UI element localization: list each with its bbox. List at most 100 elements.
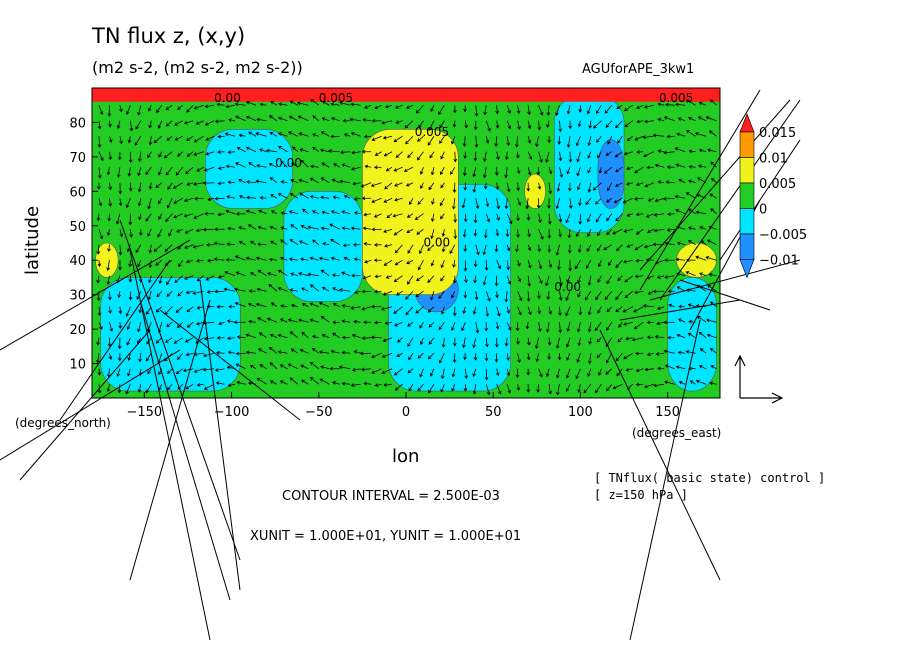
vector-arrow — [309, 361, 320, 370]
vector-arrow — [116, 368, 121, 377]
vector-arrow — [109, 322, 114, 332]
vector-arrow — [96, 213, 101, 222]
vector-arrow — [526, 337, 531, 346]
vector-arrow — [245, 115, 257, 122]
vector-arrow — [548, 182, 553, 195]
vector-arrow — [462, 229, 467, 238]
vector-arrow — [280, 160, 288, 168]
vector-arrow — [310, 164, 319, 169]
vector-arrow — [172, 182, 183, 189]
vector-arrow — [236, 380, 246, 385]
vector-arrow — [643, 244, 654, 249]
vector-arrow — [194, 196, 204, 201]
vector-arrow — [485, 384, 491, 396]
vector-arrow — [586, 213, 592, 223]
vector-arrow — [646, 335, 654, 340]
vector-arrow — [226, 195, 236, 199]
vector-arrow — [320, 195, 330, 200]
vector-arrow — [417, 151, 424, 161]
vector-arrow — [472, 384, 477, 395]
vector-arrow — [407, 337, 414, 347]
vector-arrow — [108, 353, 113, 360]
contour-region-1 — [205, 129, 293, 209]
vector-arrow — [117, 337, 122, 350]
vector-arrow — [217, 150, 225, 154]
vector-arrow — [408, 384, 414, 392]
vector-arrow — [654, 197, 665, 203]
vector-arrow — [255, 132, 267, 137]
vector-arrow — [596, 337, 602, 343]
vector-arrow — [267, 272, 278, 277]
vector-arrow — [257, 225, 267, 230]
vector-arrow — [440, 151, 445, 160]
vector-arrow — [647, 228, 654, 233]
vector-arrow — [202, 352, 215, 358]
vector-arrow — [452, 306, 457, 317]
vector-arrow — [710, 177, 717, 184]
vector-arrow — [475, 244, 480, 256]
vector-arrow — [205, 135, 215, 141]
vector-arrow — [374, 383, 382, 387]
vector-arrow — [107, 213, 112, 222]
vector-arrow — [633, 321, 644, 330]
vector-arrow — [145, 353, 152, 362]
vector-arrow — [343, 133, 351, 137]
vector-arrow — [202, 181, 215, 185]
vector-arrow — [710, 365, 717, 370]
vector-arrow — [575, 136, 581, 147]
vector-arrow — [245, 350, 257, 355]
vector-arrow — [635, 382, 644, 387]
vector-arrow — [363, 320, 372, 325]
colorbar-bin — [739, 157, 755, 184]
vector-arrow — [405, 135, 414, 145]
vector-arrow — [644, 367, 654, 372]
vector-arrow — [245, 209, 257, 215]
y-tick-label: 70 — [69, 151, 86, 166]
vector-arrow — [430, 167, 435, 176]
vector-arrow — [565, 291, 571, 301]
vector-arrow — [214, 119, 225, 124]
vector-arrow — [353, 197, 361, 201]
vector-arrow — [585, 260, 592, 269]
vector-arrow — [417, 197, 424, 205]
vector-arrow — [565, 337, 571, 348]
vector-arrow — [568, 260, 572, 272]
vector-arrow — [270, 210, 278, 215]
vector-arrow — [536, 198, 541, 209]
vector-arrow — [248, 289, 256, 293]
vector-arrow — [127, 136, 132, 144]
vector-arrow — [394, 244, 403, 254]
vector-arrow — [656, 306, 665, 311]
vector-arrow — [473, 213, 478, 224]
vector-arrow — [183, 120, 194, 125]
vector-arrow — [177, 290, 183, 297]
vector-arrow — [298, 318, 309, 323]
vector-arrow — [615, 306, 623, 313]
vector-arrow — [165, 120, 173, 127]
vector-arrow — [374, 320, 382, 325]
vector-arrow — [148, 244, 153, 254]
vector-arrow — [371, 304, 382, 309]
vector-arrow — [516, 213, 520, 222]
vector-arrow — [430, 229, 435, 240]
vector-arrow — [145, 213, 152, 222]
vector-arrow — [108, 198, 113, 207]
vector-arrow — [430, 260, 435, 267]
vector-arrow — [289, 239, 299, 246]
vector-arrow — [371, 135, 382, 141]
vector-arrow — [185, 259, 194, 264]
vector-arrow — [506, 105, 512, 114]
vector-arrow — [118, 198, 123, 207]
level-info: [ z=150 hPa ] — [594, 488, 688, 502]
vector-arrow — [406, 228, 414, 234]
vector-arrow — [674, 147, 686, 153]
vector-arrow — [279, 364, 288, 370]
vector-arrow — [612, 383, 623, 390]
x-tick-label: 50 — [485, 405, 502, 420]
vector-arrow — [96, 275, 101, 284]
vector-arrow — [663, 349, 675, 354]
vector-arrow — [234, 102, 246, 107]
vector-arrow — [664, 275, 675, 279]
vector-arrow — [652, 133, 665, 138]
vector-arrow — [288, 115, 299, 122]
